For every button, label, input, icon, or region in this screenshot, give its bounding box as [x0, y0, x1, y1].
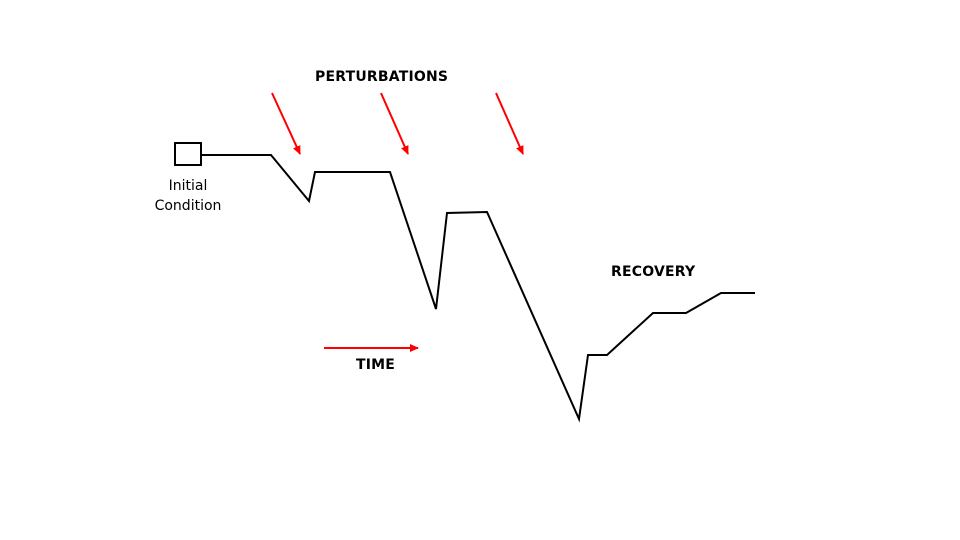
- initial-condition-line2: Condition: [154, 198, 222, 214]
- initial-condition-line1: Initial: [168, 178, 208, 194]
- initial-condition-box-icon: [174, 142, 202, 166]
- perturbations-label: PERTURBATIONS: [315, 69, 449, 85]
- perturbation-arrow-3: [495, 92, 524, 155]
- perturbation-arrow-2: [380, 92, 409, 155]
- time-label: TIME: [356, 357, 396, 373]
- trajectory-line: [201, 154, 755, 423]
- perturbation-arrow-1: [271, 92, 301, 155]
- recovery-label: RECOVERY: [611, 264, 696, 280]
- initial-condition-label: Initial Condition: [150, 176, 226, 216]
